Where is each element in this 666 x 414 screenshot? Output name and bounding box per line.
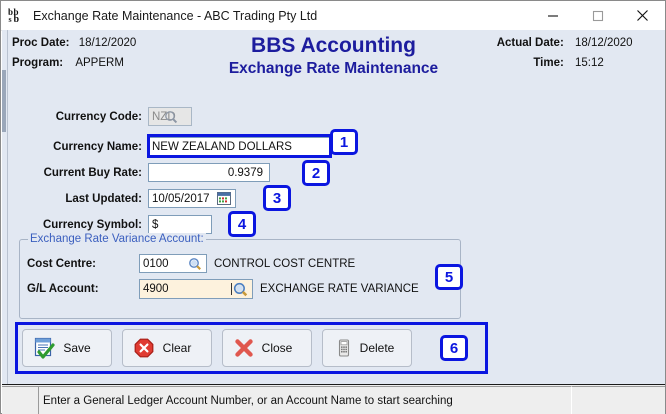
currency-code-label: Currency Code:	[55, 111, 142, 123]
text-caret	[231, 283, 232, 295]
proc-date-value: 18/12/2020	[78, 37, 137, 49]
maximize-icon[interactable]	[575, 1, 620, 30]
last-updated-value: 10/05/2017	[152, 192, 210, 205]
title-bar: b b s b Exchange Rate Maintenance - ABC …	[1, 1, 665, 31]
company-title: BBS Accounting	[251, 34, 416, 57]
left-scrollbar[interactable]	[2, 30, 8, 384]
currency-symbol-value: $	[152, 218, 159, 231]
program-value: APPERM	[75, 57, 124, 69]
cost-centre-label: Cost Centre:	[27, 258, 97, 270]
client-area: Proc Date: 18/12/2020 Program: APPERM BB…	[2, 30, 665, 384]
annotation-box-currency-name	[147, 134, 332, 158]
proc-date-label: Proc Date:	[12, 37, 70, 49]
exchange-rate-variance-legend: Exchange Rate Variance Account:	[28, 233, 206, 245]
annotation-badge-5: 5	[435, 264, 463, 290]
actual-date-value: 18/12/2020	[575, 37, 633, 49]
close-red-x-icon	[231, 335, 257, 361]
save-document-check-icon	[31, 335, 57, 361]
current-buy-rate-label: Current Buy Rate:	[43, 167, 142, 179]
annotation-badge-3: 3	[263, 185, 291, 211]
gl-account-description: EXCHANGE RATE VARIANCE	[260, 283, 419, 295]
cost-centre-search-magnifier-icon[interactable]	[186, 256, 203, 271]
status-cell-right	[571, 386, 665, 414]
actual-date-label: Actual Date:	[496, 37, 564, 49]
gl-account-value: 4900	[143, 283, 169, 295]
screen-title: Exchange Rate Maintenance	[228, 60, 439, 77]
save-button-label: Save	[63, 341, 91, 355]
currency-symbol-input[interactable]: $	[148, 215, 212, 234]
currency-code-search-magnifier-icon[interactable]	[162, 108, 180, 125]
last-updated-label: Last Updated:	[65, 193, 142, 205]
time-label: Time:	[533, 57, 564, 69]
annotation-badge-2: 2	[302, 160, 330, 186]
status-bar: Enter a General Ledger Account Number, o…	[2, 384, 665, 414]
calendar-picker-icon[interactable]	[215, 191, 232, 206]
clear-octagon-x-icon	[131, 335, 157, 361]
svg-text:b: b	[14, 14, 20, 25]
status-cell-left	[2, 386, 38, 414]
status-hint: Enter a General Ledger Account Number, o…	[38, 386, 571, 414]
annotation-box-buttons	[15, 322, 488, 374]
cost-centre-description: CONTROL COST CENTRE	[214, 258, 356, 270]
currency-name-label: Currency Name:	[53, 141, 142, 153]
currency-symbol-label: Currency Symbol:	[42, 219, 142, 231]
clear-button[interactable]: Clear	[122, 329, 212, 367]
current-buy-rate-value: 0.9379	[227, 166, 263, 179]
svg-text:b: b	[14, 7, 19, 17]
gl-account-input[interactable]: 4900	[139, 279, 253, 299]
close-button-label: Close	[261, 341, 293, 355]
minimize-icon[interactable]	[530, 1, 575, 30]
clear-button-label: Clear	[162, 341, 192, 355]
program-row: Program: APPERM	[12, 57, 124, 69]
bbs-logo-icon: b b s b	[8, 7, 26, 25]
svg-text:s: s	[9, 15, 12, 24]
cost-centre-value: 0100	[143, 257, 169, 270]
program-label: Program:	[12, 57, 64, 69]
gl-account-label: G/L Account:	[27, 283, 99, 295]
annotation-badge-1: 1	[330, 129, 358, 155]
save-button[interactable]: Save	[22, 329, 112, 367]
current-buy-rate-input[interactable]: 0.9379	[148, 163, 270, 182]
annotation-badge-4: 4	[228, 211, 256, 237]
last-updated-input[interactable]: 10/05/2017	[148, 189, 236, 208]
close-button[interactable]: Close	[222, 329, 312, 367]
delete-shredder-icon	[331, 335, 357, 361]
delete-button[interactable]: Delete	[322, 329, 412, 367]
gl-account-search-magnifier-icon[interactable]	[232, 282, 249, 297]
cost-centre-input[interactable]: 0100	[139, 254, 207, 273]
time-row: Time: 15:12	[393, 57, 653, 69]
currency-code-input[interactable]: NZD	[148, 107, 192, 126]
delete-button-label: Delete	[359, 341, 395, 355]
window-controls	[530, 1, 665, 30]
window-title: Exchange Rate Maintenance - ABC Trading …	[33, 8, 318, 23]
proc-date-row: Proc Date: 18/12/2020	[12, 37, 136, 49]
currency-name-value: NEW ZEALAND DOLLARS	[152, 140, 292, 153]
svg-text:b: b	[8, 7, 13, 17]
annotation-badge-6: 6	[440, 335, 468, 361]
close-icon[interactable]	[620, 1, 665, 30]
actual-date-row: Actual Date: 18/12/2020	[393, 37, 653, 49]
time-value: 15:12	[575, 57, 604, 69]
scrollbar-thumb[interactable]	[2, 70, 6, 132]
